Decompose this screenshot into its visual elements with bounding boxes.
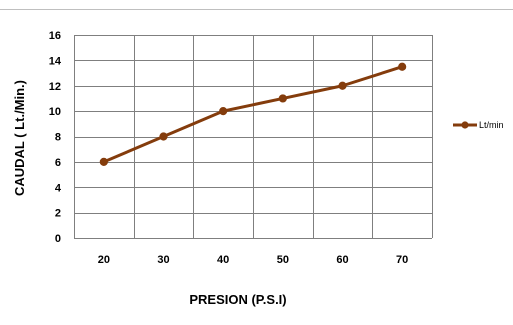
- legend-marker-0: [461, 121, 469, 129]
- x-tick-labels: 20 30 40 50 60 70: [98, 254, 409, 266]
- y-tick-label-4: 4: [55, 182, 62, 194]
- series-line-0: [102, 65, 404, 164]
- legend: Lt/min: [453, 120, 504, 130]
- x-tick-label-30: 30: [157, 254, 169, 266]
- series-lt-min: [99, 62, 407, 166]
- y-tick-label-16: 16: [49, 30, 61, 42]
- data-point-70: [398, 62, 407, 71]
- y-tick-label-2: 2: [55, 208, 61, 220]
- data-point-40: [219, 107, 228, 116]
- y-tick-label-6: 6: [55, 157, 61, 169]
- legend-label-0: Lt/min: [479, 120, 504, 130]
- data-point-60: [338, 81, 347, 90]
- axes: [74, 35, 432, 239]
- y-tick-label-10: 10: [49, 106, 61, 118]
- y-tick-label-8: 8: [55, 132, 61, 144]
- x-tick-label-50: 50: [277, 254, 289, 266]
- y-tick-label-12: 12: [49, 81, 61, 93]
- x-tick-label-70: 70: [396, 254, 408, 266]
- y-tick-label-0: 0: [55, 233, 61, 245]
- y-tick-label-14: 14: [49, 55, 62, 67]
- data-point-30: [159, 132, 168, 141]
- x-tick-label-60: 60: [336, 254, 348, 266]
- y-axis-title: CAUDAL ( Lt./Min.): [12, 80, 27, 196]
- x-axis-title: PRESION (P.S.I): [189, 292, 286, 307]
- x-tick-label-40: 40: [217, 254, 229, 266]
- x-tick-label-20: 20: [98, 254, 110, 266]
- data-point-20: [99, 157, 108, 166]
- data-point-50: [278, 94, 287, 103]
- grid: [74, 35, 433, 238]
- y-tick-labels: 0 2 4 6 8 10 12 14 16: [49, 30, 62, 245]
